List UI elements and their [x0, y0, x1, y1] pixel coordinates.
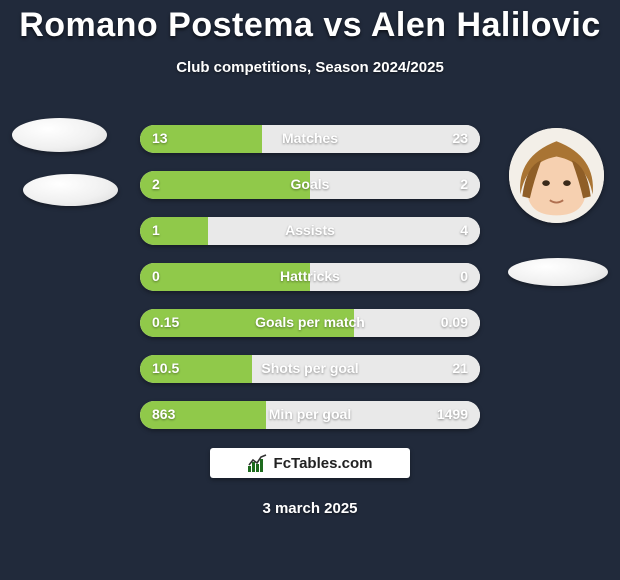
player-right-avatar-illustration: [509, 128, 604, 223]
player-left-avatar-placeholder-2: [23, 174, 118, 206]
stat-label: Goals per match: [140, 314, 480, 330]
stat-label: Hattricks: [140, 268, 480, 284]
stat-label: Goals: [140, 176, 480, 192]
stat-row: Assists1 4: [140, 217, 480, 245]
stat-value-right: 4: [460, 222, 468, 238]
stat-value-right: 0.09: [441, 314, 468, 330]
stats-container: Matches13 23 Goals2 2 Assists1 4 Hattricks0 0 Go…: [140, 125, 480, 447]
stat-value-right: 23: [452, 130, 468, 146]
stat-value-left: 863: [152, 406, 175, 422]
stat-value-right: 21: [452, 360, 468, 376]
stat-value-right: 2: [460, 176, 468, 192]
player-left-avatar-placeholder-1: [12, 118, 107, 152]
player-right-avatar: [509, 128, 604, 223]
stat-value-right: 1499: [437, 406, 468, 422]
stat-row: Matches13 23: [140, 125, 480, 153]
stat-row: Hattricks0 0: [140, 263, 480, 291]
stat-row: Shots per goal10.5 21: [140, 355, 480, 383]
page-title: Romano Postema vs Alen Halilovic: [0, 6, 620, 45]
stat-label: Matches: [140, 130, 480, 146]
stat-value-left: 2: [152, 176, 160, 192]
stat-value-left: 0: [152, 268, 160, 284]
page-subtitle: Club competitions, Season 2024/2025: [0, 59, 620, 76]
stat-label: Shots per goal: [140, 360, 480, 376]
snapshot-date: 3 march 2025: [0, 500, 620, 517]
stat-value-left: 13: [152, 130, 168, 146]
fctables-logo[interactable]: FcTables.com: [210, 448, 410, 478]
stat-label: Min per goal: [140, 406, 480, 422]
stat-label: Assists: [140, 222, 480, 238]
player-right-club-placeholder: [508, 258, 608, 286]
stat-row: Goals2 2: [140, 171, 480, 199]
stat-value-right: 0: [460, 268, 468, 284]
stat-value-left: 0.15: [152, 314, 179, 330]
stat-row: Min per goal863 1499: [140, 401, 480, 429]
fctables-logo-icon: [248, 454, 268, 472]
stat-value-left: 10.5: [152, 360, 179, 376]
fctables-logo-text: FcTables.com: [274, 455, 373, 472]
stat-row: Goals per match0.15 0.09: [140, 309, 480, 337]
stat-value-left: 1: [152, 222, 160, 238]
